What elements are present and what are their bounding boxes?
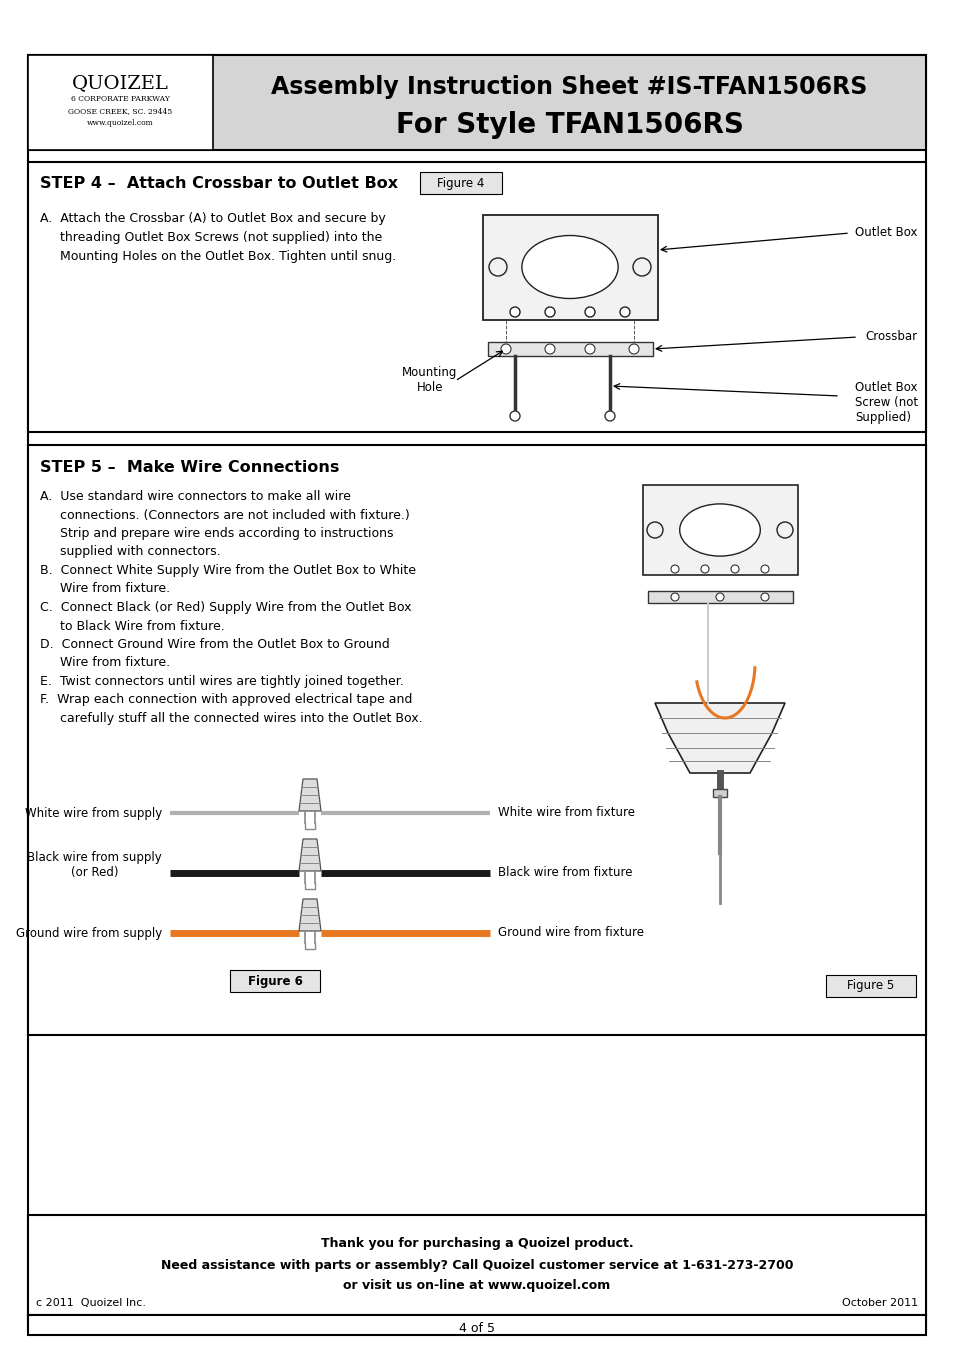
Bar xyxy=(419,172,501,195)
Text: Assembly Instruction Sheet #IS-TFAN1506RS: Assembly Instruction Sheet #IS-TFAN1506R… xyxy=(271,76,867,99)
Text: For Style TFAN1506RS: For Style TFAN1506RS xyxy=(395,111,742,139)
Circle shape xyxy=(730,565,739,573)
Text: or visit us on-line at www.quoizel.com: or visit us on-line at www.quoizel.com xyxy=(343,1278,610,1292)
Polygon shape xyxy=(298,839,320,871)
Ellipse shape xyxy=(521,235,618,299)
Circle shape xyxy=(604,411,615,422)
Text: Outlet Box
Screw (not
Supplied): Outlet Box Screw (not Supplied) xyxy=(854,381,917,424)
Polygon shape xyxy=(298,780,320,811)
Text: 6 CORPORATE PARKWAY: 6 CORPORATE PARKWAY xyxy=(71,95,170,103)
Circle shape xyxy=(500,345,511,354)
Text: QUOIZEL: QUOIZEL xyxy=(72,74,169,92)
Text: Black wire from supply
(or Red): Black wire from supply (or Red) xyxy=(28,851,162,880)
Text: Crossbar: Crossbar xyxy=(865,331,917,343)
Bar xyxy=(28,444,925,1035)
Circle shape xyxy=(760,593,768,601)
Text: White wire from fixture: White wire from fixture xyxy=(497,807,635,820)
Circle shape xyxy=(760,565,768,573)
Circle shape xyxy=(670,593,679,601)
Circle shape xyxy=(700,565,708,573)
Circle shape xyxy=(633,258,650,276)
Circle shape xyxy=(544,307,555,317)
Text: STEP 5 –  Make Wire Connections: STEP 5 – Make Wire Connections xyxy=(40,459,339,474)
Circle shape xyxy=(670,565,679,573)
Bar xyxy=(642,485,797,576)
Circle shape xyxy=(646,521,662,538)
Text: Outlet Box: Outlet Box xyxy=(855,227,917,239)
Bar xyxy=(28,1215,925,1315)
Bar xyxy=(825,975,915,997)
Text: STEP 4 –  Attach Crossbar to Outlet Box: STEP 4 – Attach Crossbar to Outlet Box xyxy=(40,177,397,192)
Text: Figure 5: Figure 5 xyxy=(846,979,894,993)
Circle shape xyxy=(510,307,519,317)
Text: Figure 4: Figure 4 xyxy=(436,177,484,189)
Circle shape xyxy=(584,307,595,317)
Text: Thank you for purchasing a Quoizel product.: Thank you for purchasing a Quoizel produ… xyxy=(320,1236,633,1250)
Text: White wire from supply: White wire from supply xyxy=(25,807,162,820)
Text: Mounting
Hole: Mounting Hole xyxy=(402,366,457,394)
Polygon shape xyxy=(298,898,320,931)
Text: Ground wire from fixture: Ground wire from fixture xyxy=(497,927,643,939)
Bar xyxy=(712,789,726,797)
Bar xyxy=(488,342,652,357)
Circle shape xyxy=(619,307,629,317)
Polygon shape xyxy=(655,703,784,773)
Circle shape xyxy=(584,345,595,354)
Text: Need assistance with parts or assembly? Call Quoizel customer service at 1-631-2: Need assistance with parts or assembly? … xyxy=(161,1259,792,1271)
Circle shape xyxy=(628,345,639,354)
Text: Figure 6: Figure 6 xyxy=(247,974,302,988)
Text: Black wire from fixture: Black wire from fixture xyxy=(497,866,632,880)
Text: c 2011  Quoizel Inc.: c 2011 Quoizel Inc. xyxy=(36,1298,146,1308)
Circle shape xyxy=(776,521,792,538)
Circle shape xyxy=(510,411,519,422)
Text: 4 of 5: 4 of 5 xyxy=(458,1321,495,1335)
Bar xyxy=(482,215,658,320)
Circle shape xyxy=(716,593,723,601)
Bar xyxy=(647,590,792,603)
Bar xyxy=(28,1315,925,1335)
Bar xyxy=(28,55,925,150)
Bar xyxy=(28,55,213,150)
Text: A.  Use standard wire connectors to make all wire
     connections. (Connectors : A. Use standard wire connectors to make … xyxy=(40,490,422,725)
Circle shape xyxy=(489,258,506,276)
Text: www.quoizel.com: www.quoizel.com xyxy=(87,119,153,127)
Circle shape xyxy=(544,345,555,354)
Text: October 2011: October 2011 xyxy=(841,1298,917,1308)
Ellipse shape xyxy=(679,504,760,557)
Text: Ground wire from supply: Ground wire from supply xyxy=(16,927,162,939)
Text: A.  Attach the Crossbar (A) to Outlet Box and secure by
     threading Outlet Bo: A. Attach the Crossbar (A) to Outlet Box… xyxy=(40,212,395,263)
Bar xyxy=(28,162,925,432)
Text: GOOSE CREEK, SC. 29445: GOOSE CREEK, SC. 29445 xyxy=(69,107,172,115)
Bar xyxy=(230,970,319,992)
